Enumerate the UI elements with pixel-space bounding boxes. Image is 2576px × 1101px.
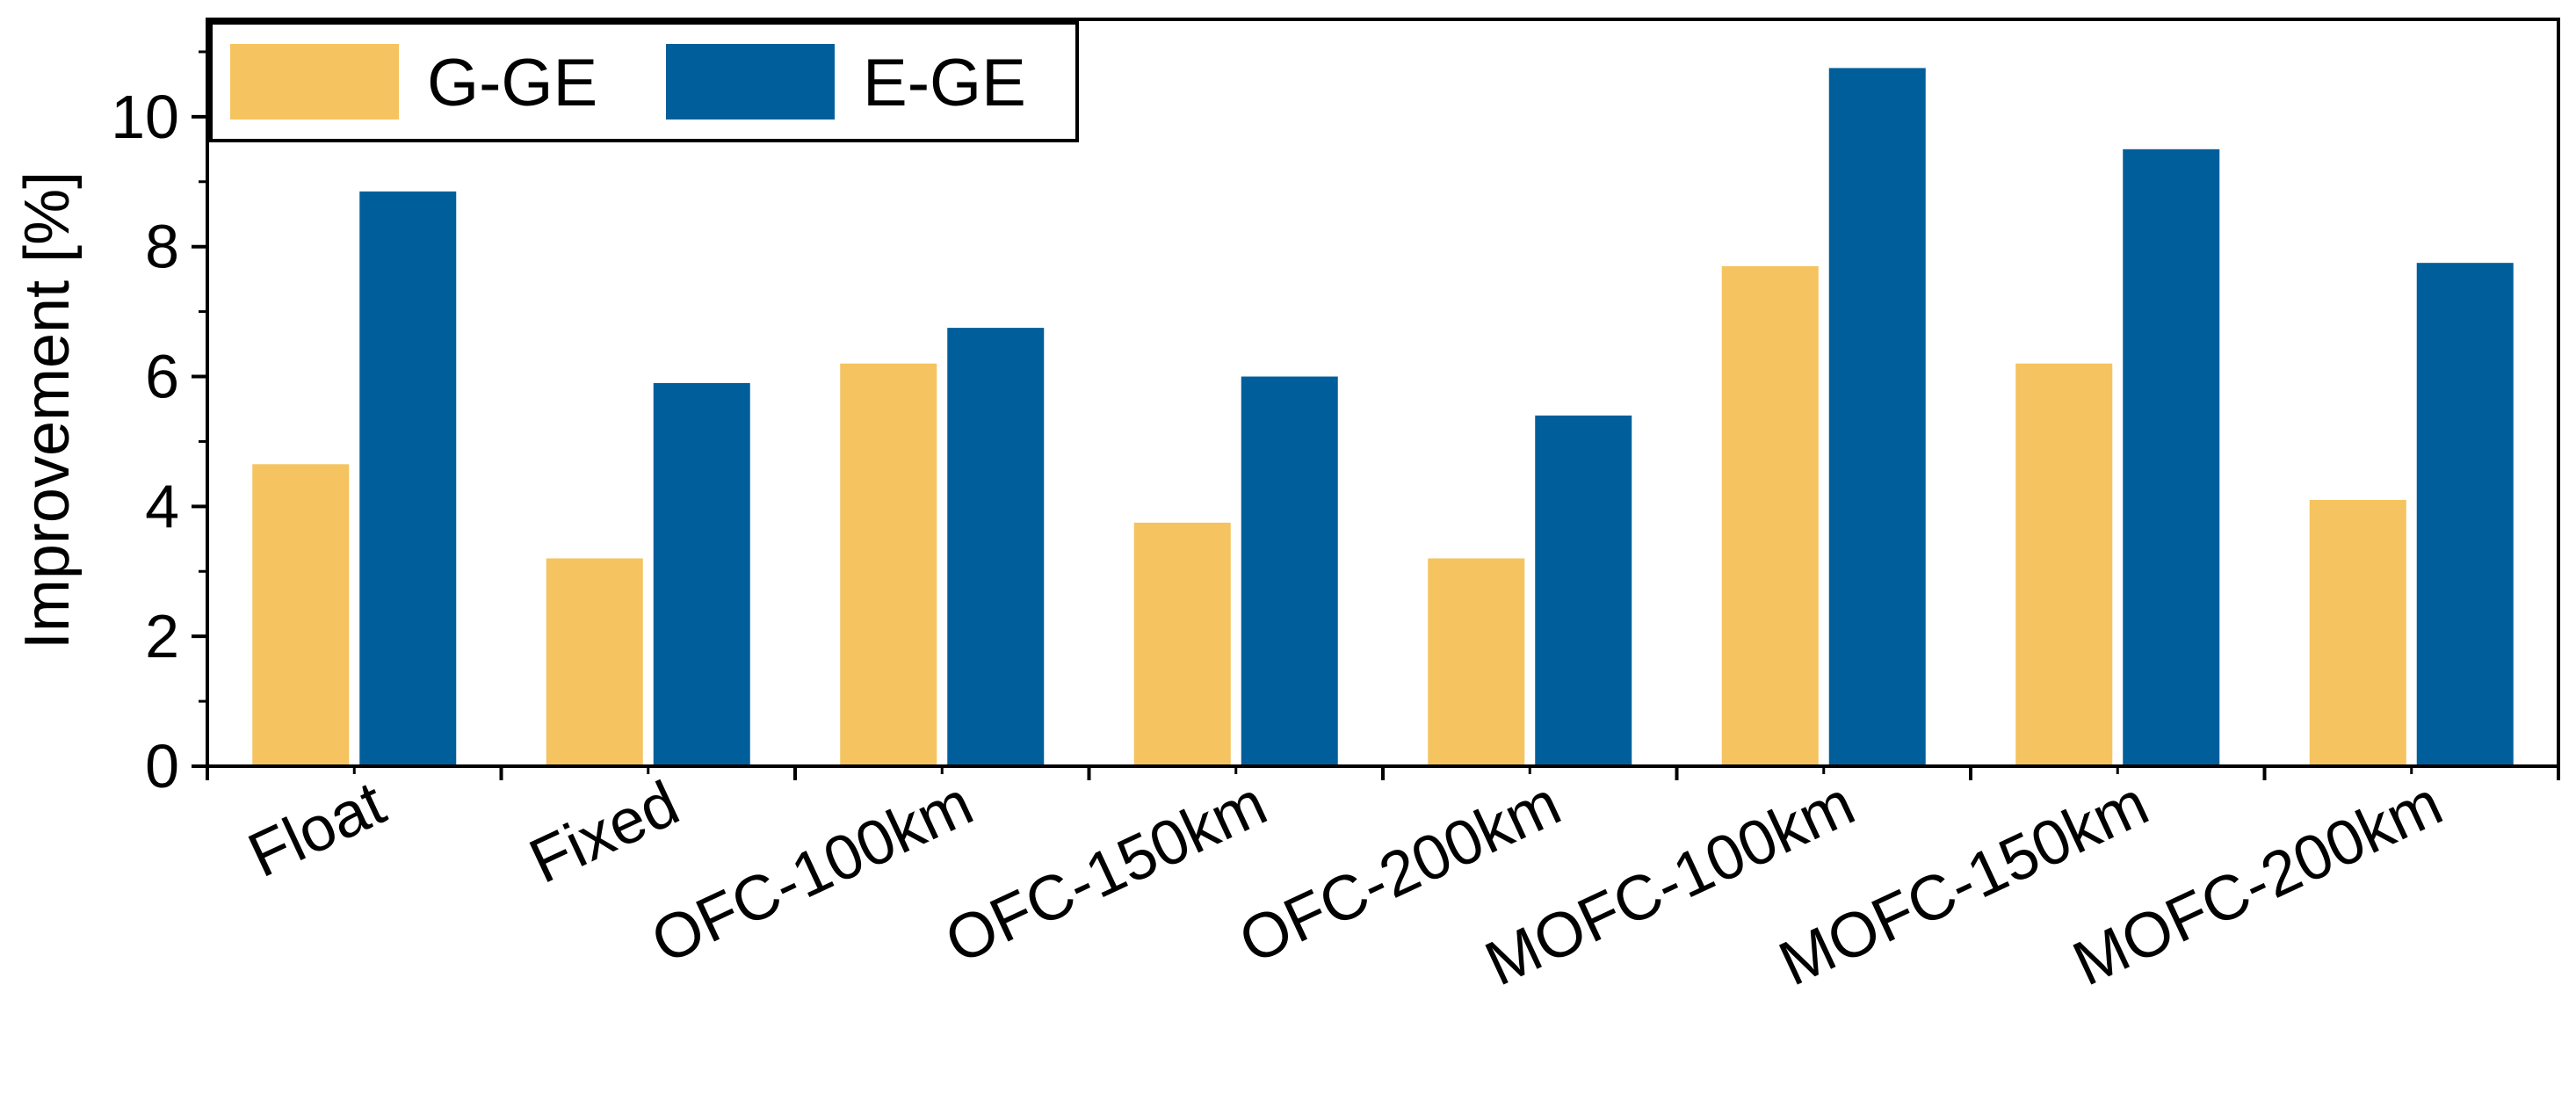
legend-swatch-e-ge xyxy=(666,44,835,120)
y-tick-label: 6 xyxy=(145,343,179,411)
x-category-label: Fixed xyxy=(519,768,689,897)
bar-g-ge-fixed xyxy=(546,558,643,766)
y-axis-title: Improvement [%] xyxy=(12,171,83,649)
bar-g-ge-ofc-150km xyxy=(1133,522,1231,766)
bar-e-ge-mofc-200km xyxy=(2416,263,2514,766)
bar-e-ge-mofc-100km xyxy=(1828,68,1926,766)
bar-g-ge-mofc-100km xyxy=(1721,265,1819,766)
y-tick-label: 10 xyxy=(111,83,179,151)
y-tick-label: 4 xyxy=(145,472,179,540)
y-tick-label: 0 xyxy=(145,732,179,800)
bar-g-ge-ofc-200km xyxy=(1428,558,1525,766)
frame-layer xyxy=(206,18,2560,768)
bar-g-ge-mofc-200km xyxy=(2309,499,2406,766)
bar-g-ge-ofc-100km xyxy=(840,363,937,766)
legend-swatch-g-ge xyxy=(230,44,399,120)
x-category-label: Float xyxy=(238,768,395,891)
bar-e-ge-ofc-150km xyxy=(1241,376,1338,766)
y-tick-label: 8 xyxy=(145,213,179,281)
x-category-label: OFC-150km xyxy=(935,768,1277,977)
bar-e-ge-ofc-100km xyxy=(947,328,1045,766)
bars-layer xyxy=(252,68,2514,767)
x-category-label: OFC-100km xyxy=(641,768,983,977)
y-tick-label: 2 xyxy=(145,602,179,670)
bar-g-ge-mofc-150km xyxy=(2015,363,2113,766)
legend-label-g-ge: G-GE xyxy=(427,46,597,120)
bar-e-ge-float xyxy=(359,191,457,766)
bar-e-ge-mofc-150km xyxy=(2123,148,2220,767)
legend-label-e-ge: E-GE xyxy=(863,46,1026,120)
bar-e-ge-ofc-200km xyxy=(1535,415,1632,766)
plot-frame xyxy=(206,18,2560,768)
bar-e-ge-fixed xyxy=(653,382,750,766)
bar-g-ge-float xyxy=(252,464,350,766)
legend: G-GE E-GE xyxy=(209,21,1079,142)
